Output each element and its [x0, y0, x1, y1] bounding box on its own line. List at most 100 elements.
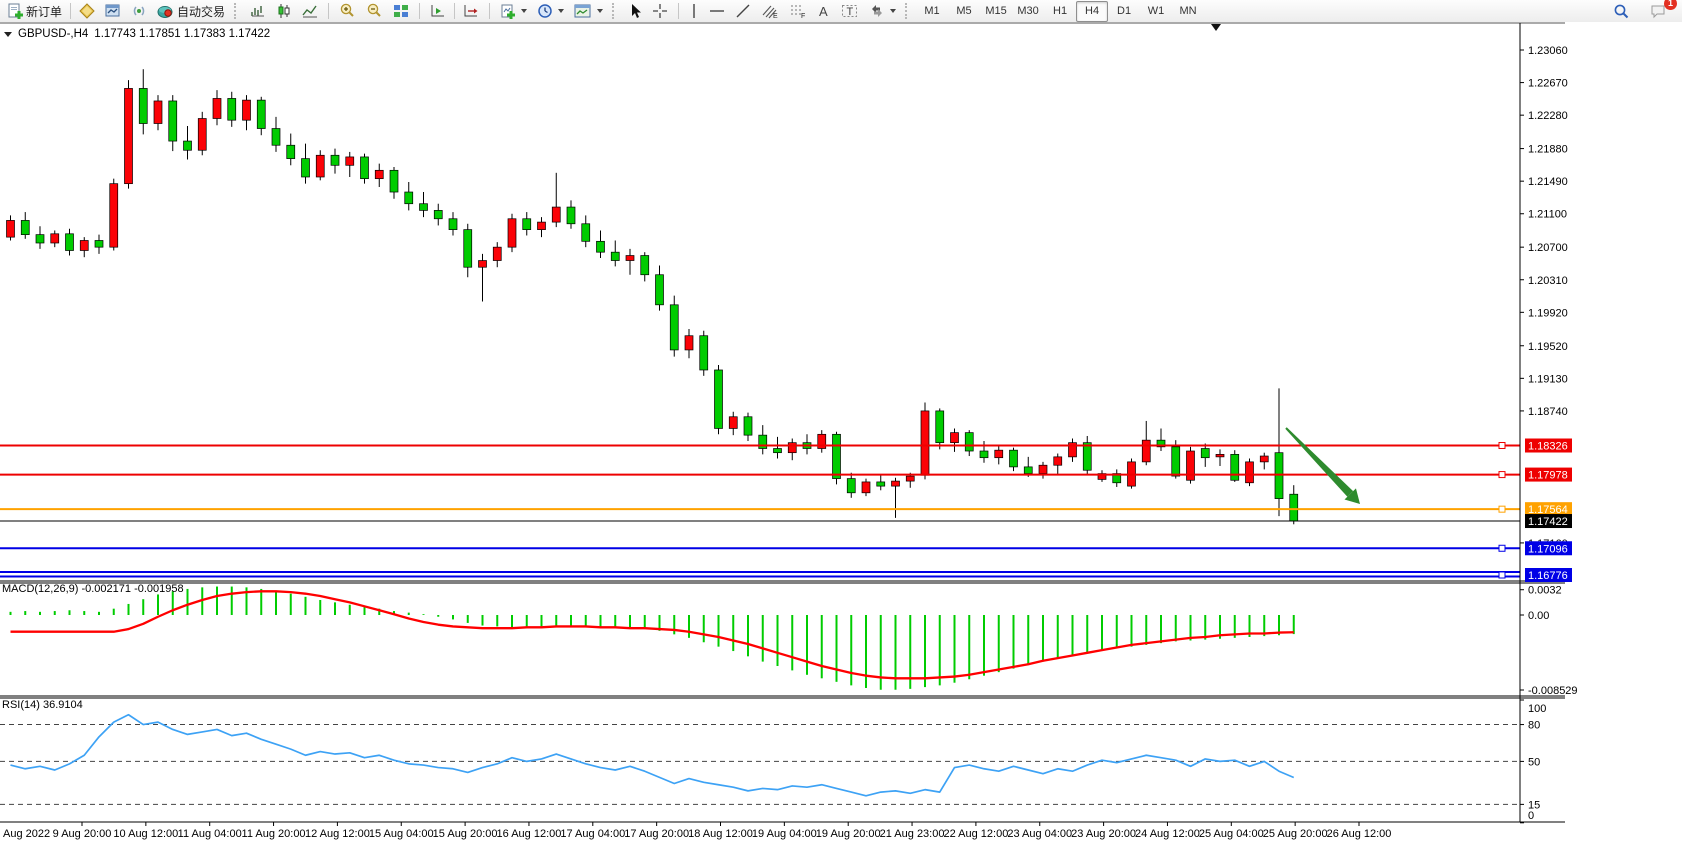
- svg-text:17 Aug 04:00: 17 Aug 04:00: [560, 828, 625, 840]
- timeframe-button-mn[interactable]: MN: [1179, 4, 1197, 17]
- signal-icon: [131, 3, 147, 19]
- line-chart-mode-button[interactable]: [297, 0, 323, 22]
- svg-text:25 Aug 04:00: 25 Aug 04:00: [1199, 828, 1264, 840]
- text-tool-button[interactable]: A: [812, 0, 836, 22]
- chart-menu-triangle-icon[interactable]: [4, 31, 12, 37]
- indicators-button[interactable]: [569, 0, 608, 22]
- new-chart-button[interactable]: [495, 0, 532, 22]
- svg-text:1.21100: 1.21100: [1528, 209, 1567, 221]
- candlestick-mode-button[interactable]: [271, 0, 297, 22]
- text-label-icon: T: [841, 3, 859, 19]
- svg-text:21 Aug 23:00: 21 Aug 23:00: [880, 828, 945, 840]
- svg-text:0.0032: 0.0032: [1528, 585, 1562, 597]
- tile-windows-button[interactable]: [388, 0, 414, 22]
- market-watch-button[interactable]: [74, 0, 100, 22]
- svg-text:1.18326: 1.18326: [1528, 441, 1568, 453]
- svg-text:1.20700: 1.20700: [1528, 242, 1568, 254]
- auto-trading-button[interactable]: 自动交易: [152, 0, 230, 22]
- new-chart-caret[interactable]: [521, 9, 528, 13]
- svg-text:0: 0: [1528, 810, 1534, 822]
- svg-text:0.00: 0.00: [1528, 610, 1549, 622]
- zoom-in-button[interactable]: [334, 0, 361, 22]
- chat-bubble-icon: [1650, 3, 1667, 19]
- chart-area[interactable]: 1.23060 1.22670 1.22280 1.21880 1.21490 1.211…: [0, 22, 1682, 841]
- price-level-lines[interactable]: [0, 442, 1520, 579]
- svg-text:22 Aug 12:00: 22 Aug 12:00: [943, 828, 1008, 840]
- candlestick-icon: [276, 3, 292, 19]
- auto-trading-label: 自动交易: [177, 4, 226, 19]
- svg-text:1.16776: 1.16776: [1528, 570, 1568, 582]
- svg-text:10 Aug 12:00: 10 Aug 12:00: [113, 828, 178, 840]
- indicators-caret[interactable]: [597, 9, 604, 13]
- timeframe-button-m30[interactable]: M30: [1017, 4, 1039, 17]
- timeframe-button-h4[interactable]: H4: [1076, 0, 1109, 22]
- crosshair-tool-button[interactable]: [647, 0, 673, 22]
- period-button[interactable]: [532, 0, 569, 22]
- search-button[interactable]: [1608, 0, 1635, 22]
- svg-text:E: E: [773, 13, 778, 19]
- svg-text:1.17564: 1.17564: [1528, 504, 1568, 516]
- timeframe-button-m15[interactable]: M15: [985, 4, 1007, 17]
- svg-text:11 Aug 20:00: 11 Aug 20:00: [242, 828, 306, 840]
- auto-scroll-icon: [430, 3, 446, 19]
- new-order-button[interactable]: 新订单: [2, 0, 67, 22]
- svg-text:24 Aug 12:00: 24 Aug 12:00: [1135, 828, 1200, 840]
- svg-text:16 Aug 12:00: 16 Aug 12:00: [497, 828, 562, 840]
- cursor-icon: [628, 3, 642, 19]
- data-window-icon: [105, 3, 121, 19]
- price-badge: 1.18326: [1525, 438, 1572, 453]
- svg-text:1.20310: 1.20310: [1528, 275, 1568, 287]
- search-icon: [1613, 3, 1630, 20]
- horizontal-line-tool-button[interactable]: [704, 0, 730, 22]
- candlestick-series: [6, 69, 1299, 525]
- auto-scroll-button[interactable]: [425, 0, 451, 22]
- shapes-caret[interactable]: [890, 9, 897, 13]
- rsi-panel: [0, 713, 1520, 805]
- text-label-tool-button[interactable]: T: [836, 0, 864, 22]
- timeframe-button-m5[interactable]: M5: [956, 4, 972, 17]
- fibonacci-tool-button[interactable]: F: [784, 0, 812, 22]
- timeframe-button-m1[interactable]: M1: [924, 4, 940, 17]
- timeframe-button-w1[interactable]: W1: [1147, 4, 1165, 17]
- equidistant-channel-tool-button[interactable]: E: [756, 0, 784, 22]
- timeframe-group: M1 M5 M15 M30 H1 H4 D1 W1 MN: [914, 0, 1206, 22]
- svg-text:15 Aug 04:00: 15 Aug 04:00: [369, 828, 434, 840]
- shapes-tool-button[interactable]: [864, 0, 901, 22]
- crosshair-icon: [652, 3, 668, 19]
- timeframe-button-h1[interactable]: H1: [1053, 4, 1068, 17]
- period-caret[interactable]: [558, 9, 565, 13]
- line-handle: [1498, 544, 1506, 552]
- bar-chart-icon: [250, 3, 266, 19]
- price-badge: 1.16776: [1525, 568, 1572, 582]
- trend-arrow-annotation[interactable]: [1285, 427, 1360, 504]
- svg-text:23 Aug 20:00: 23 Aug 20:00: [1071, 828, 1136, 840]
- svg-text:9 Aug 20:00: 9 Aug 20:00: [53, 828, 112, 840]
- trendline-tool-button[interactable]: [730, 0, 756, 22]
- equidistant-channel-icon: E: [761, 3, 779, 19]
- data-window-button[interactable]: [100, 0, 126, 22]
- svg-text:1.19920: 1.19920: [1528, 307, 1568, 319]
- signals-button[interactable]: [126, 0, 152, 22]
- price-badge: 1.17978: [1525, 467, 1572, 482]
- svg-text:1.17978: 1.17978: [1528, 470, 1568, 482]
- zoom-out-button[interactable]: [361, 0, 388, 22]
- svg-text:1.23060: 1.23060: [1528, 45, 1568, 57]
- vertical-line-tool-button[interactable]: [684, 0, 704, 22]
- timeframe-button-d1[interactable]: D1: [1117, 4, 1132, 17]
- line-handle: [1498, 471, 1506, 479]
- zoom-out-icon: [366, 3, 383, 19]
- cursor-tool-button[interactable]: [623, 0, 647, 22]
- svg-text:1.21880: 1.21880: [1528, 144, 1568, 156]
- bar-chart-mode-button[interactable]: [245, 0, 271, 22]
- macd-indicator-label: MACD(12,26,9) -0.002171 -0.001958: [2, 583, 184, 595]
- auto-trading-icon: [157, 3, 174, 19]
- zoom-in-icon: [339, 3, 356, 19]
- line-handle: [1498, 505, 1506, 513]
- chart-symbol-period: GBPUSD-,H4: [18, 28, 89, 40]
- notifications-button[interactable]: 1: [1645, 0, 1677, 22]
- chart-shift-button[interactable]: [458, 0, 484, 22]
- svg-text:A: A: [819, 4, 828, 19]
- svg-text:12 Aug 12:00: 12 Aug 12:00: [305, 828, 370, 840]
- main-toolbar: 新订单 自动交易: [0, 0, 1682, 23]
- clock-icon: [537, 3, 553, 19]
